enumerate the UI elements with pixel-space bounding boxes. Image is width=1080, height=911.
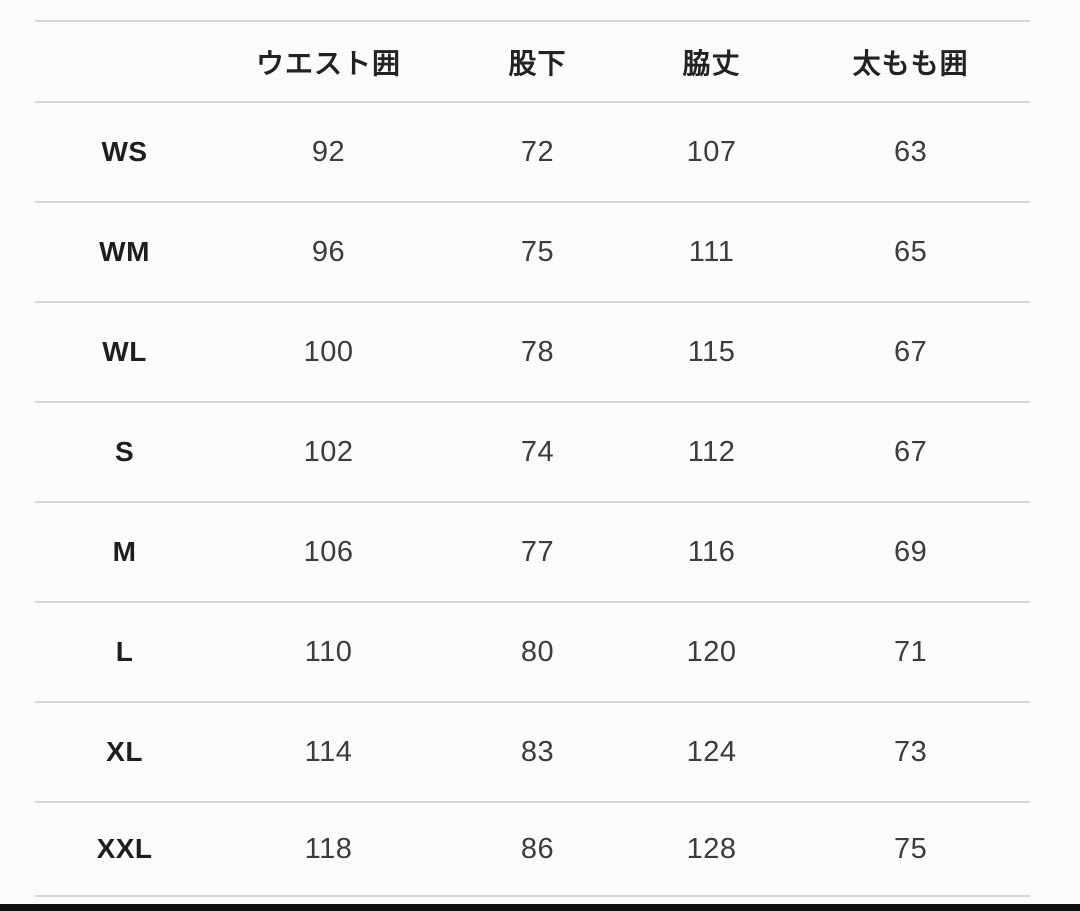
size-label: WL: [102, 336, 147, 367]
cell-inseam: 77: [520, 535, 555, 568]
cell-thigh: 69: [893, 535, 928, 568]
size-label: XL: [106, 736, 143, 767]
cell-inseam: 80: [520, 635, 555, 668]
cell-waist: 114: [304, 735, 353, 768]
column-header-side-length: 脇丈: [682, 47, 741, 79]
cell-waist: 102: [303, 435, 354, 468]
cell-inseam: 74: [520, 435, 555, 468]
column-header-inseam: 股下: [508, 47, 567, 79]
cell-side-length: 124: [686, 735, 737, 768]
bottom-edge-bar: [0, 904, 1080, 911]
size-label: XXL: [96, 833, 153, 864]
table-row-wl: WL 100 78 115 67: [35, 303, 1030, 403]
table-row-xxl: XXL 118 86 128 75: [35, 803, 1030, 897]
size-label: M: [112, 536, 137, 567]
cell-side-length: 111: [688, 235, 735, 268]
cell-waist: 106: [303, 535, 354, 568]
cell-waist: 118: [304, 832, 353, 865]
column-header-thigh: 太もも囲: [852, 47, 969, 79]
header-row: ウエスト囲 股下 脇丈 太もも囲: [35, 22, 1030, 103]
cell-inseam: 83: [520, 735, 555, 768]
size-label: WS: [101, 136, 148, 167]
cell-waist: 96: [311, 235, 346, 268]
cell-side-length: 112: [687, 435, 736, 468]
size-label: WM: [99, 236, 150, 267]
table-row-s: S 102 74 112 67: [35, 403, 1030, 503]
size-label: L: [115, 636, 134, 667]
cell-waist: 92: [311, 135, 346, 168]
cell-inseam: 75: [520, 235, 555, 268]
cell-waist: 100: [303, 335, 354, 368]
cell-thigh: 63: [893, 135, 928, 168]
table-row-m: M 106 77 116 69: [35, 503, 1030, 603]
size-label: S: [114, 436, 135, 467]
table-row-ws: WS 92 72 107 63: [35, 103, 1030, 203]
cell-waist: 110: [304, 635, 353, 668]
cell-thigh: 67: [893, 435, 928, 468]
cell-thigh: 67: [893, 335, 928, 368]
table-row-l: L 110 80 120 71: [35, 603, 1030, 703]
cell-side-length: 107: [686, 135, 737, 168]
cell-side-length: 116: [687, 535, 736, 568]
cell-side-length: 120: [686, 635, 737, 668]
cell-side-length: 128: [686, 832, 737, 865]
cell-side-length: 115: [687, 335, 736, 368]
cell-thigh: 71: [893, 635, 928, 668]
cell-thigh: 73: [893, 735, 928, 768]
size-chart-table: ウエスト囲 股下 脇丈 太もも囲 WS 92 72 107 63 WM 96 7…: [35, 20, 1030, 897]
table-row-wm: WM 96 75 111 65: [35, 203, 1030, 303]
cell-inseam: 78: [520, 335, 555, 368]
cell-inseam: 72: [520, 135, 555, 168]
table-row-xl: XL 114 83 124 73: [35, 703, 1030, 803]
cell-thigh: 75: [893, 832, 928, 865]
cell-thigh: 65: [893, 235, 928, 268]
cell-inseam: 86: [520, 832, 555, 865]
column-header-waist: ウエスト囲: [256, 47, 402, 79]
